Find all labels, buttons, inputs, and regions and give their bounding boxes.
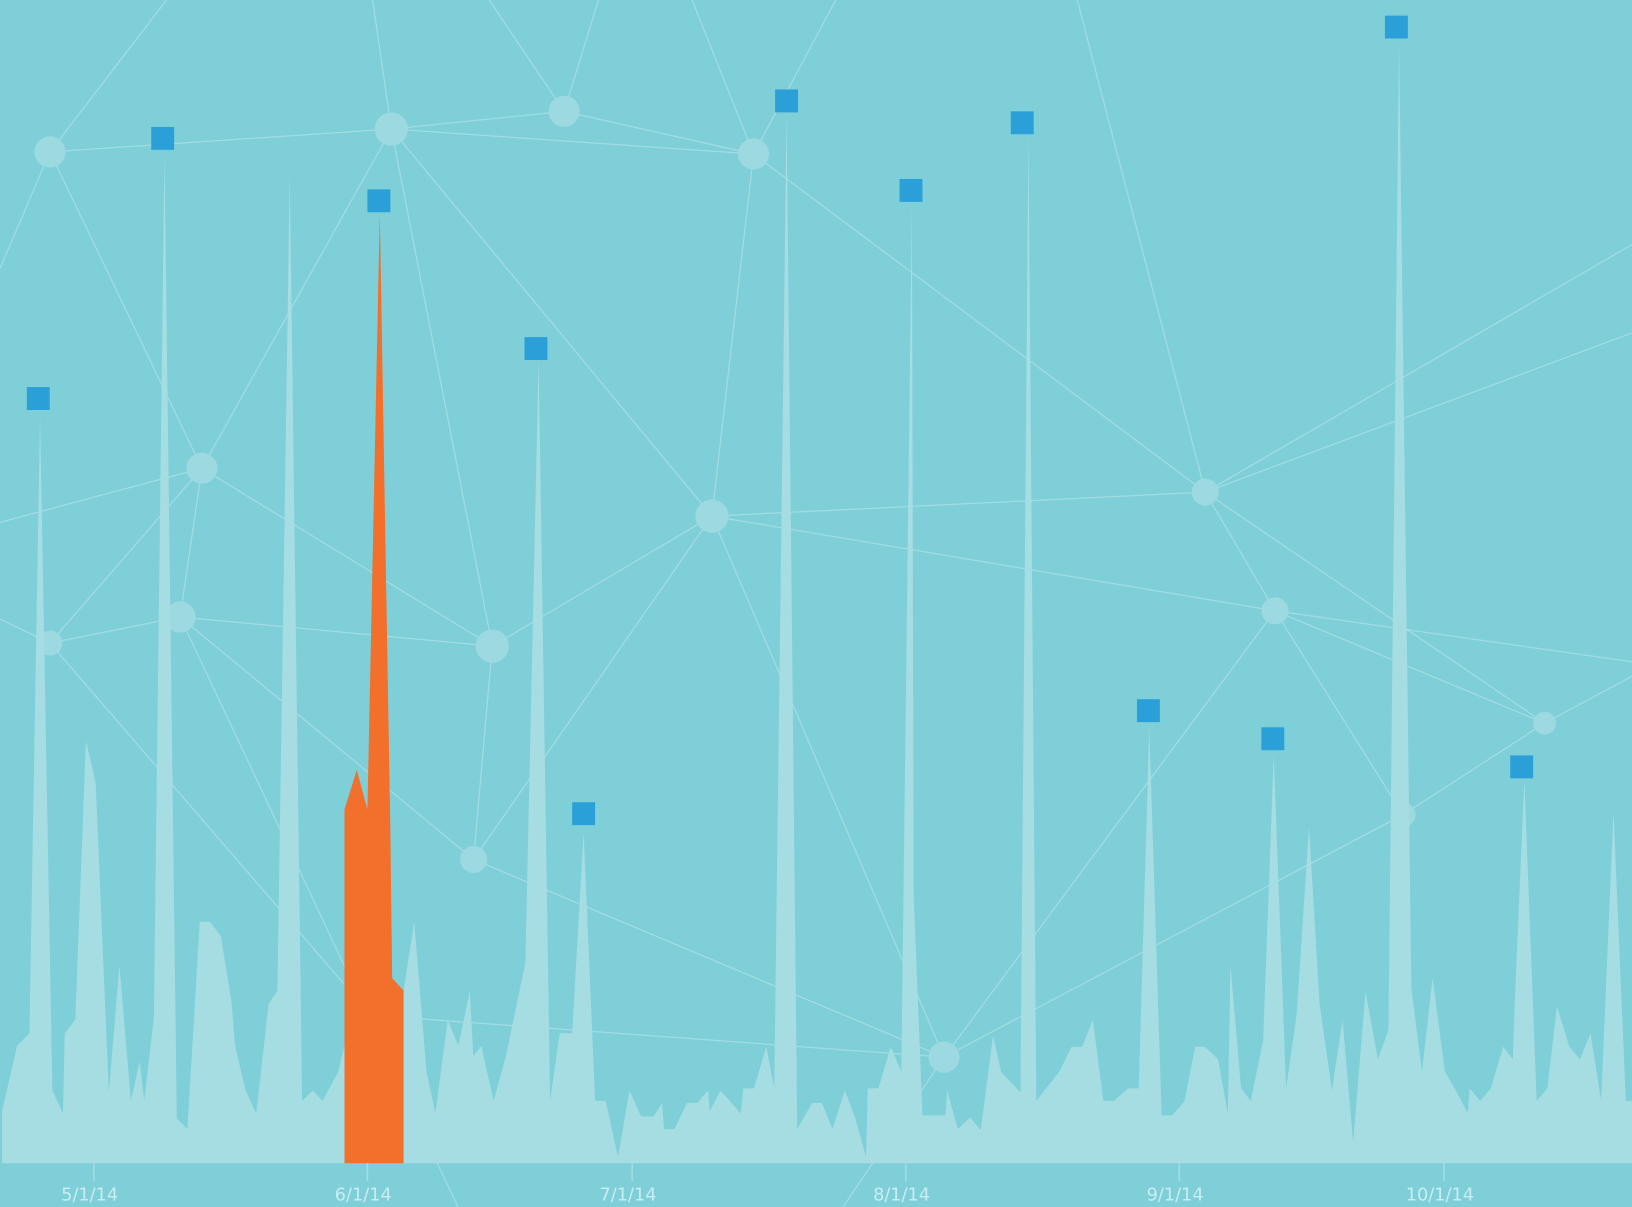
network-edge [1204, 491, 1276, 612]
network-node [460, 845, 488, 873]
network-edge [711, 515, 1276, 612]
network-node [164, 601, 196, 633]
event-marker [1510, 755, 1534, 779]
area [2, 41, 1632, 1164]
network-edge [472, 646, 493, 860]
network-edge [390, 128, 713, 517]
network-node [1191, 478, 1219, 506]
network-edge [49, 151, 203, 469]
network-node [475, 629, 509, 663]
network-edge [1076, 0, 1206, 493]
network-edge [753, 0, 837, 155]
event-marker [367, 189, 391, 213]
x-tick-label: 9/1/14 [1147, 1186, 1204, 1206]
area [344, 213, 404, 1164]
event-marker [151, 126, 175, 150]
event-marker [1384, 15, 1408, 39]
network-edge [49, 616, 181, 644]
network-edge [201, 467, 493, 647]
network-edge [943, 814, 1404, 1058]
event-marker [572, 802, 596, 826]
network-edge [491, 515, 713, 647]
event-marker [1010, 111, 1034, 135]
network-node [928, 1041, 960, 1073]
network-edge [473, 515, 713, 860]
network-node [548, 95, 580, 127]
network-edge [563, 110, 754, 155]
event-marker [1261, 727, 1285, 751]
network-edge [391, 128, 754, 155]
network-edge [1204, 243, 1632, 493]
event-marker [899, 178, 923, 202]
network-edge [0, 151, 51, 269]
network-edge [49, 0, 168, 153]
network-edge [390, 128, 493, 647]
network-edge [180, 616, 493, 647]
network-edge [753, 153, 1206, 493]
x-tick-label: 6/1/14 [335, 1186, 392, 1206]
event-marker [775, 89, 799, 113]
network-edge [691, 0, 755, 155]
network-edge [49, 467, 203, 644]
network-node [1533, 711, 1557, 735]
network-node [186, 452, 218, 484]
network-edge [371, 0, 392, 130]
x-tick-label: 8/1/14 [873, 1186, 930, 1206]
network-edge [488, 0, 565, 112]
network-edge [179, 468, 203, 618]
network-edge [1204, 491, 1545, 724]
network-edge [563, 0, 600, 112]
network-node [34, 136, 66, 168]
network-edge [1274, 610, 1545, 724]
network-edge [403, 1017, 945, 1058]
network-node [737, 138, 770, 170]
x-tick-label: 7/1/14 [600, 1186, 657, 1206]
network-edge [1205, 332, 1632, 493]
plot-area: 5/1/14 6/1/14 7/1/14 8/1/14 9/1/14 10/1/14 [2, 15, 1632, 1206]
event-marker [26, 387, 50, 410]
network-edge [943, 610, 1276, 1058]
network-edge [711, 491, 1206, 517]
x-tick-label: 10/1/14 [1406, 1186, 1474, 1206]
network-edge [179, 616, 474, 860]
network-edge [711, 153, 755, 517]
network-edge [1274, 610, 1404, 816]
network-node [374, 112, 408, 146]
network-edge [1402, 722, 1545, 816]
network-edge [1544, 675, 1632, 724]
network-edge [473, 858, 945, 1058]
network-node [695, 499, 729, 533]
network-edge [49, 128, 392, 153]
network-edge [391, 110, 565, 130]
network-edge [1274, 610, 1632, 663]
event-marker [1136, 699, 1160, 723]
network-edge [201, 128, 392, 469]
network-node [1261, 597, 1289, 625]
x-tick-label: 5/1/14 [61, 1186, 118, 1206]
event-marker [524, 337, 548, 361]
